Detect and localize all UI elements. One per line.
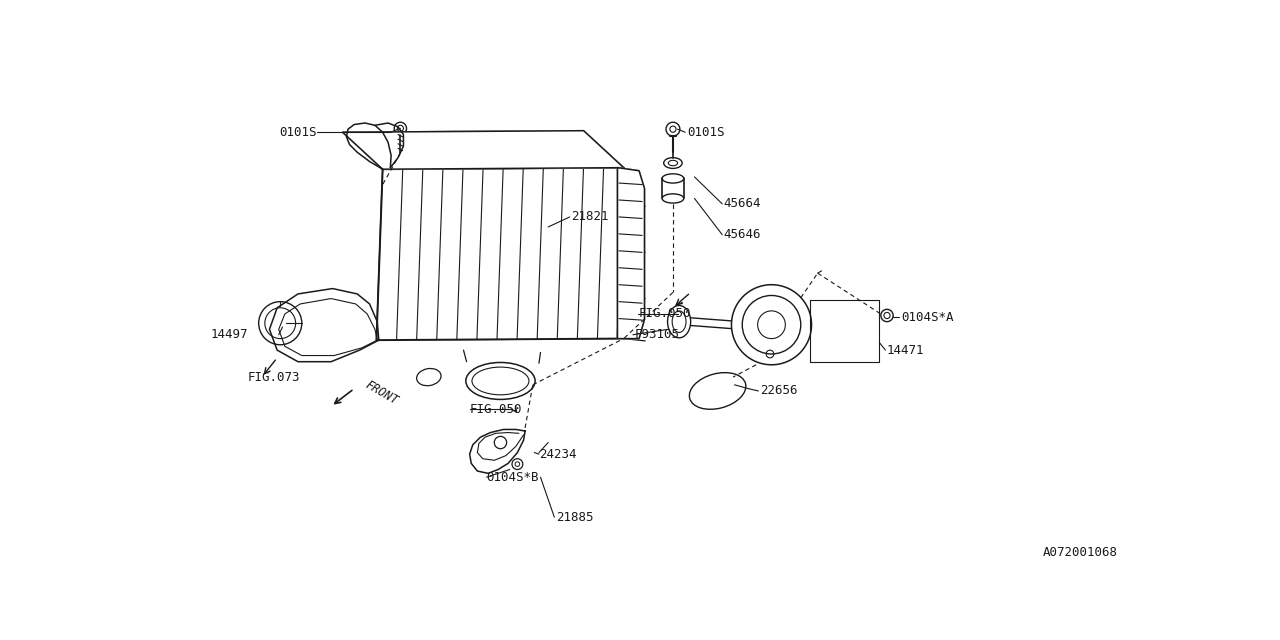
Text: FIG.050: FIG.050 [639,307,691,321]
Text: F93105: F93105 [635,328,680,341]
Text: 0104S*B: 0104S*B [486,470,539,484]
Text: A072001068: A072001068 [1043,546,1117,559]
Text: 0104S*A: 0104S*A [901,310,954,324]
Polygon shape [343,131,623,169]
Text: 21885: 21885 [556,511,594,524]
Text: 22656: 22656 [760,385,797,397]
Text: FIG.050: FIG.050 [470,403,522,416]
Polygon shape [617,168,644,339]
Polygon shape [376,168,623,340]
Circle shape [731,285,812,365]
Text: 14497: 14497 [210,328,248,341]
Text: 0101S: 0101S [280,125,317,139]
Text: 45646: 45646 [723,228,762,241]
Ellipse shape [662,174,684,183]
Text: 24234: 24234 [539,447,576,461]
Text: FIG.073: FIG.073 [248,371,301,383]
Circle shape [884,312,890,319]
Text: FRONT: FRONT [364,378,401,407]
Text: 21821: 21821 [571,211,609,223]
Text: 14471: 14471 [887,344,924,356]
Text: 45664: 45664 [723,197,762,211]
Text: 0101S: 0101S [687,125,724,139]
